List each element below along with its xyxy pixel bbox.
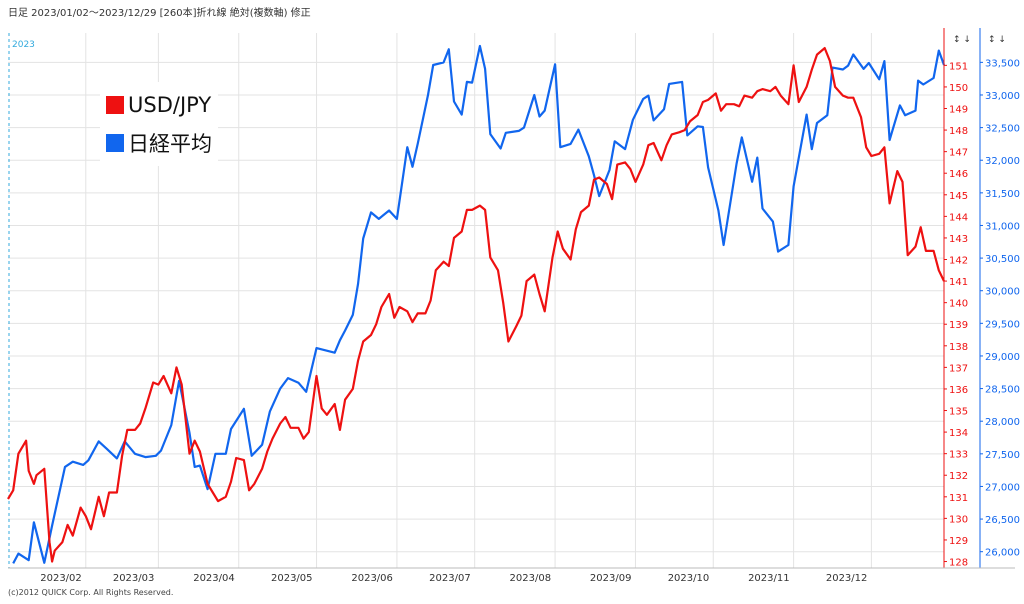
- left-tick-label: 143: [949, 234, 968, 245]
- grid-lines: [8, 33, 944, 568]
- series-line-nikkei: [12, 44, 946, 564]
- left-tick-label: 129: [949, 536, 968, 547]
- right-tick-label: 26,000: [985, 548, 1020, 559]
- legend-swatch-nikkei: [106, 134, 124, 152]
- left-tick-label: 148: [949, 126, 968, 137]
- left-tick-label: 141: [949, 277, 968, 288]
- left-tick-label: 137: [949, 363, 968, 374]
- left-axis-tick-labels: 128 129 130 131 132 133 134 135 136 137 138 139 140 1…: [944, 61, 968, 569]
- left-tick-label: 144: [949, 212, 968, 223]
- series-line-usdjpy: [7, 47, 945, 563]
- right-tick-label: 27,500: [985, 450, 1020, 461]
- left-tick-label: 135: [949, 407, 968, 418]
- legend-label-usdjpy: USD/JPY: [128, 93, 212, 117]
- x-tick-label: 2023/05: [271, 573, 313, 584]
- x-tick-label: 2023/08: [510, 573, 552, 584]
- left-tick-label: 128: [949, 558, 968, 569]
- x-tick-label: 2023/03: [113, 573, 155, 584]
- series-lines: [7, 44, 946, 564]
- left-tick-label: 130: [949, 514, 968, 525]
- x-tick-label: 2023/10: [668, 573, 710, 584]
- right-tick-label: 32,000: [985, 156, 1020, 167]
- left-tick-label: 139: [949, 320, 968, 331]
- x-tick-label: 2023/11: [748, 573, 790, 584]
- left-tick-label: 132: [949, 471, 968, 482]
- x-tick-labels: 2023/02 2023/03 2023/04 2023/05 2023/06 2023/…: [40, 573, 867, 584]
- legend-label-nikkei: 日経平均: [128, 132, 212, 156]
- right-tick-label: 33,000: [985, 91, 1020, 102]
- x-tick-label: 2023/04: [193, 573, 235, 584]
- right-tick-label: 28,000: [985, 417, 1020, 428]
- right-tick-label: 31,500: [985, 189, 1020, 200]
- x-tick-label: 2023/09: [590, 573, 632, 584]
- left-tick-label: 140: [949, 299, 968, 310]
- legend-swatch-usdjpy: [106, 96, 124, 114]
- right-tick-label: 26,500: [985, 515, 1020, 526]
- right-tick-label: 30,500: [985, 254, 1020, 265]
- left-tick-label: 138: [949, 342, 968, 353]
- x-tick-label: 2023/07: [429, 573, 471, 584]
- year-label: 2023: [12, 40, 35, 50]
- right-tick-label: 27,000: [985, 482, 1020, 493]
- left-tick-label: 142: [949, 256, 968, 267]
- right-axis-controls: ↕ ↓: [988, 35, 1006, 45]
- legend-item-usdjpy[interactable]: USD/JPY: [106, 86, 212, 124]
- x-tick-label: 2023/02: [40, 573, 82, 584]
- left-tick-label: 134: [949, 428, 968, 439]
- right-tick-label: 29,000: [985, 352, 1020, 363]
- left-tick-label: 150: [949, 83, 968, 94]
- left-tick-label: 133: [949, 450, 968, 461]
- left-tick-label: 146: [949, 169, 968, 180]
- copyright-footer: (c)2012 QUICK Corp. All Rights Reserved.: [8, 588, 174, 597]
- year-marker: 2023: [8, 33, 35, 568]
- left-tick-label: 145: [949, 191, 968, 202]
- x-tick-label: 2023/12: [826, 573, 868, 584]
- right-tick-label: 33,500: [985, 58, 1020, 69]
- right-tick-label: 28,500: [985, 385, 1020, 396]
- left-tick-label: 147: [949, 148, 968, 159]
- right-axis-tick-labels: 26,000 26,500 27,000 27,500 28,000 28,500 29,0…: [980, 58, 1020, 559]
- right-tick-label: 29,500: [985, 319, 1020, 330]
- right-tick-label: 30,000: [985, 287, 1020, 298]
- axes: ↕ ↓ ↕ ↓: [8, 28, 1015, 569]
- left-tick-label: 149: [949, 105, 968, 116]
- left-tick-label: 136: [949, 385, 968, 396]
- legend-item-nikkei[interactable]: 日経平均: [106, 124, 212, 162]
- left-tick-label: 151: [949, 61, 968, 72]
- legend: USD/JPY 日経平均: [100, 82, 218, 166]
- left-axis-controls: ↕ ↓: [953, 35, 971, 45]
- chart-header: 日足 2023/01/02～2023/12/29 [260本]折れ線 絶対(複数…: [8, 8, 311, 19]
- right-tick-label: 32,500: [985, 124, 1020, 135]
- left-tick-label: 131: [949, 493, 968, 504]
- right-tick-label: 31,000: [985, 221, 1020, 232]
- x-tick-label: 2023/06: [351, 573, 393, 584]
